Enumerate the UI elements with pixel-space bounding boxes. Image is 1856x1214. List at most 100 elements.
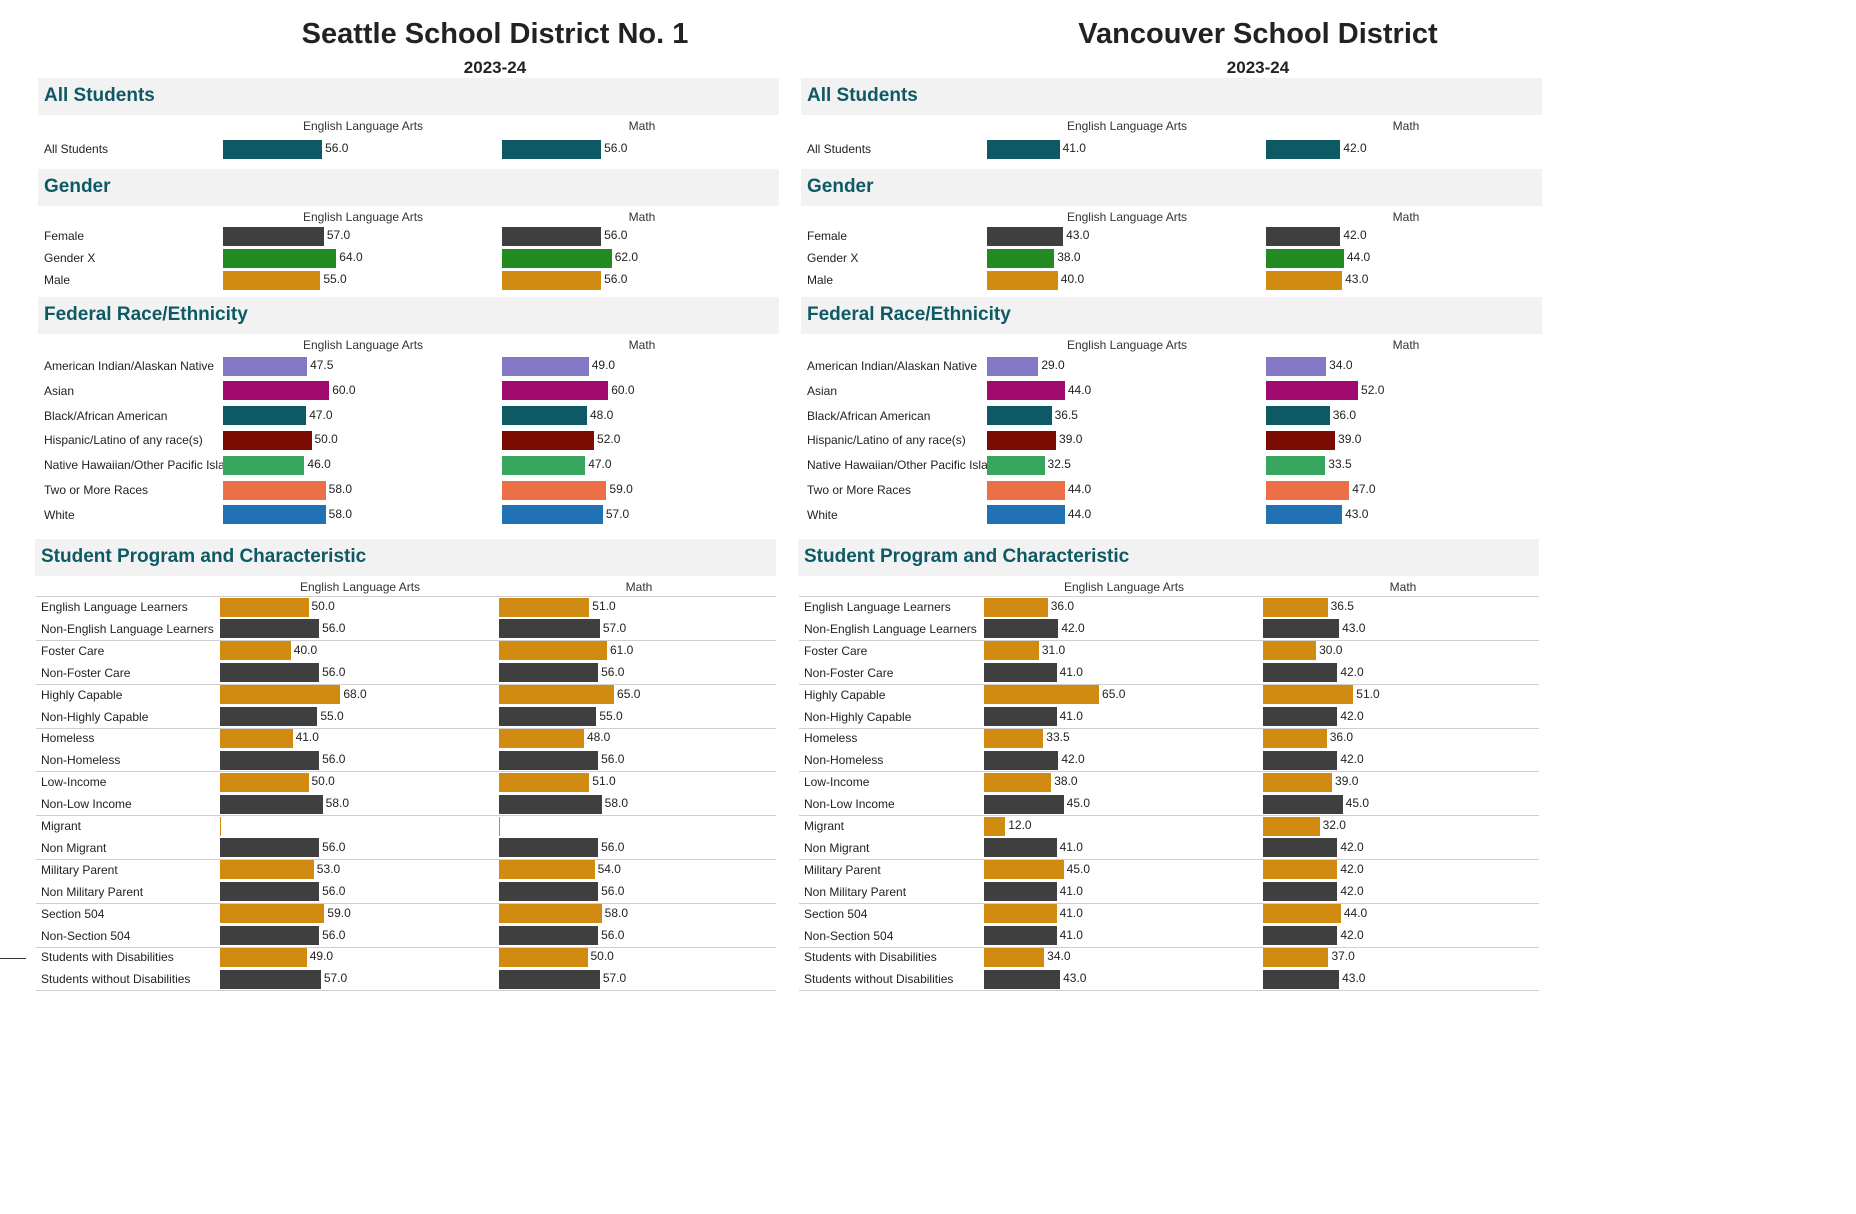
- row-label: Non-Section 504: [41, 928, 131, 943]
- section-title: Gender: [44, 176, 111, 197]
- math-bar: [499, 969, 600, 989]
- math-value-label: 43.0: [1342, 620, 1366, 635]
- section-header-program: Student Program and Characteristic: [798, 539, 1539, 576]
- row-label: Non Military Parent: [804, 884, 907, 899]
- ela-bar: [223, 139, 323, 159]
- math-value-label: 56.0: [604, 228, 628, 242]
- math-value-label: 34.0: [1329, 358, 1353, 372]
- math-value-label: 44.0: [1343, 905, 1368, 920]
- ela-bar: [223, 248, 337, 268]
- math-bar: [502, 480, 607, 500]
- row-label: American Indian/Alaskan Native: [807, 359, 978, 373]
- ela-value-label: 38.0: [1057, 250, 1081, 264]
- ela-column-header: English Language Arts: [302, 338, 424, 352]
- row-label: Non Migrant: [804, 840, 870, 855]
- row-label: Foster Care: [804, 643, 868, 658]
- ela-value-label: 56.0: [322, 664, 346, 679]
- math-bar: [502, 356, 589, 376]
- row-divider: [36, 990, 776, 992]
- ela-bar: [220, 707, 318, 726]
- ela-bar: [223, 381, 330, 401]
- ela-value-label: 57.0: [326, 228, 351, 242]
- ela-value-label: 56.0: [322, 752, 346, 767]
- math-bar: [1266, 356, 1327, 376]
- row-label: Non-Homeless: [804, 753, 884, 768]
- section-header-program: Student Program and Characteristic: [35, 539, 776, 576]
- ela-bar: [984, 794, 1064, 814]
- ela-value-label: 58.0: [328, 482, 353, 496]
- math-bar: [1263, 838, 1338, 858]
- math-bar: [1266, 248, 1344, 268]
- math-value-label: 32.0: [1322, 818, 1346, 832]
- row-label: Native Hawaiian/Other Pacific Islander: [44, 458, 249, 473]
- ela-bar: [987, 270, 1058, 290]
- math-bar: [499, 838, 599, 858]
- math-value-label: 54.0: [597, 861, 621, 876]
- math-value-label: 57.0: [602, 620, 627, 635]
- row-divider: [36, 858, 776, 860]
- math-bar: [502, 455, 586, 475]
- row-label: Military Parent: [804, 862, 881, 877]
- math-bar: [502, 430, 595, 450]
- ela-bar: [984, 685, 1100, 705]
- math-value-label: 30.0: [1319, 642, 1343, 657]
- ela-bar: [984, 641, 1039, 661]
- row-label: Non-Homeless: [41, 753, 121, 768]
- row-label: White: [44, 507, 75, 522]
- row-label: Male: [807, 273, 834, 287]
- row-label: Low-Income: [804, 775, 870, 790]
- ela-bar: [220, 685, 341, 705]
- math-value-label: 45.0: [1345, 796, 1369, 811]
- ela-bar: [984, 619, 1059, 639]
- row-label: English Language Learners: [41, 600, 188, 614]
- ela-value-label: 50.0: [311, 599, 335, 613]
- ela-bar: [984, 926, 1057, 945]
- section-title: Student Program and Characteristic: [804, 546, 1130, 567]
- ela-value-label: 40.0: [293, 642, 318, 657]
- math-value-label: 56.0: [601, 839, 625, 854]
- row-label: Hispanic/Latino of any race(s): [807, 433, 966, 448]
- math-bar: [1263, 597, 1328, 617]
- ela-value-label: 68.0: [343, 686, 367, 701]
- row-divider: [799, 596, 1539, 597]
- row-label: Non-English Language Learners: [41, 621, 214, 636]
- math-bar: [499, 597, 590, 617]
- ela-bar: [984, 882, 1057, 902]
- row-label: Male: [44, 273, 71, 287]
- ela-value-label: 56.0: [322, 927, 346, 942]
- math-column-header: Math: [628, 338, 656, 352]
- math-bar: [1263, 619, 1340, 639]
- ela-bar: [984, 707, 1057, 726]
- ela-bar: [987, 226, 1064, 246]
- ela-bar: [220, 772, 309, 792]
- math-value-label: 43.0: [1345, 506, 1369, 521]
- math-bar: [499, 860, 595, 880]
- row-label: All Students: [44, 142, 109, 156]
- ela-bar: [984, 860, 1064, 880]
- row-label: Asian: [807, 383, 838, 398]
- math-bar: [1266, 455, 1326, 475]
- ela-bar: [984, 772, 1052, 792]
- row-label: Non-Highly Capable: [41, 709, 149, 724]
- ela-value-label: 43.0: [1066, 228, 1090, 242]
- ela-value-label: 41.0: [1059, 664, 1083, 679]
- ela-value-label: 47.5: [310, 358, 334, 372]
- ela-value-label: 55.0: [323, 272, 347, 286]
- math-bar: [499, 947, 588, 967]
- row-divider: [36, 771, 776, 773]
- math-value-label: 42.0: [1343, 228, 1367, 242]
- ela-value-label: 34.0: [1047, 949, 1071, 964]
- ela-bar: [987, 139, 1060, 159]
- ela-value-label: 53.0: [316, 861, 341, 876]
- ela-value-label: 56.0: [322, 883, 346, 898]
- ela-value-label: 45.0: [1066, 796, 1090, 811]
- ela-bar: [984, 750, 1059, 770]
- section-header-all_students: All Students: [801, 78, 1542, 115]
- row-divider: [799, 727, 1539, 729]
- math-value-label: 37.0: [1331, 949, 1355, 964]
- ela-value-label: 56.0: [322, 839, 346, 854]
- row-label: Gender X: [44, 251, 96, 265]
- math-value-label: 57.0: [602, 971, 627, 986]
- math-bar: [502, 406, 587, 426]
- math-bar: [499, 794, 602, 814]
